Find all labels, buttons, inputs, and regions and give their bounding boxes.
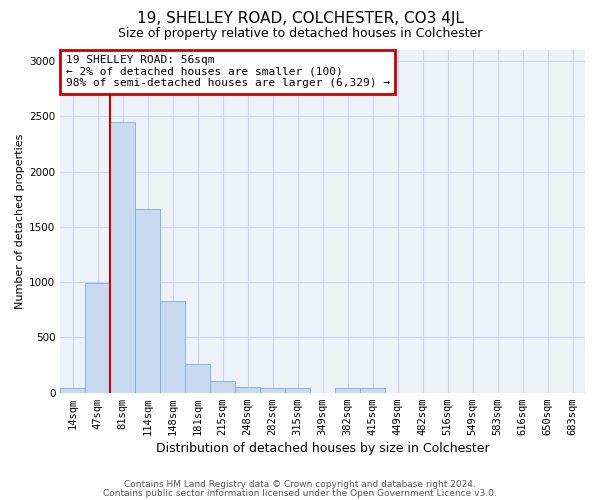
Bar — [160, 301, 185, 392]
Bar — [185, 364, 210, 392]
Bar — [85, 284, 110, 393]
Bar — [110, 122, 135, 392]
Text: Size of property relative to detached houses in Colchester: Size of property relative to detached ho… — [118, 28, 482, 40]
Bar — [135, 209, 160, 392]
Bar — [285, 388, 310, 392]
Bar — [260, 388, 285, 392]
Text: 19, SHELLEY ROAD, COLCHESTER, CO3 4JL: 19, SHELLEY ROAD, COLCHESTER, CO3 4JL — [137, 11, 463, 26]
Text: Contains HM Land Registry data © Crown copyright and database right 2024.: Contains HM Land Registry data © Crown c… — [124, 480, 476, 489]
Bar — [60, 388, 85, 392]
Bar — [360, 388, 385, 392]
Bar — [335, 388, 360, 392]
Text: Contains public sector information licensed under the Open Government Licence v3: Contains public sector information licen… — [103, 489, 497, 498]
Text: 19 SHELLEY ROAD: 56sqm
← 2% of detached houses are smaller (100)
98% of semi-det: 19 SHELLEY ROAD: 56sqm ← 2% of detached … — [65, 55, 389, 88]
Bar — [235, 387, 260, 392]
X-axis label: Distribution of detached houses by size in Colchester: Distribution of detached houses by size … — [156, 442, 490, 455]
Y-axis label: Number of detached properties: Number of detached properties — [15, 134, 25, 309]
Bar — [210, 380, 235, 392]
